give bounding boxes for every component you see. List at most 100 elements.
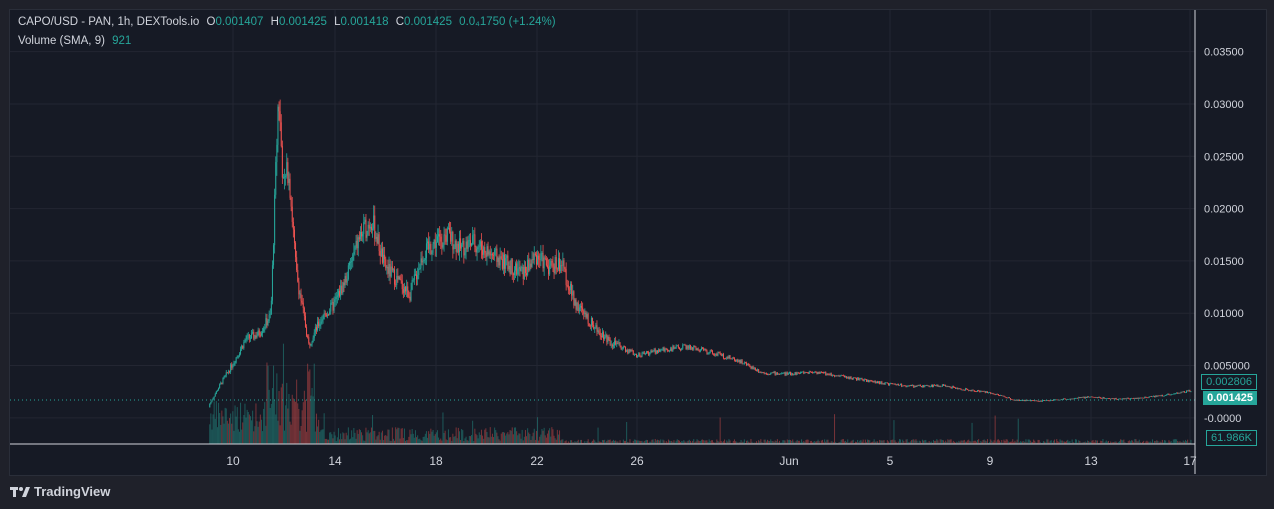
volume-bar [672,441,674,444]
volume-bar [922,439,924,444]
symbol-title[interactable]: CAPO/USD - PAN, 1h, DEXTools.io [18,16,200,28]
candle-body [532,259,534,261]
candle-body [352,254,354,262]
volume-bar [314,431,316,444]
volume-bar [908,442,910,444]
volume-bar [824,439,826,444]
candle-body [808,371,810,374]
candle-body [548,267,550,275]
volume-bar [332,438,334,444]
candle-body [263,328,265,332]
volume-bar [1077,442,1079,444]
volume-bar [659,440,661,444]
candle-body [513,270,515,276]
volume-bar [566,442,568,444]
candle-body [842,375,844,377]
volume-bar [557,434,559,444]
candle-body [402,289,404,293]
volume-bar [1004,440,1006,444]
volume-bar [263,408,265,444]
volume-bar [1085,442,1087,444]
volume-bar [972,441,974,444]
volume-bar [236,407,238,444]
candle-body [231,364,233,368]
candle-body [563,260,565,268]
volume-bar [1099,442,1101,444]
volume-bar [653,441,655,444]
chart-frame[interactable] [9,9,1267,476]
volume-label[interactable]: Volume (SMA, 9) [18,35,105,47]
volume-bar [768,440,770,444]
volume-bar [1052,440,1054,444]
candle-body [234,362,236,364]
x-tick-label: 13 [1084,454,1098,468]
volume-bar [576,440,578,444]
candle-body [501,258,503,269]
volume-bar [476,435,478,444]
volume-bar [1132,440,1134,444]
candle-body [265,318,267,328]
candle-body [996,394,998,395]
volume-bar [385,435,387,444]
volume-bar [420,440,422,444]
candle-body [461,244,463,249]
volume-bar [1090,442,1092,444]
candle-body [737,359,739,363]
candle-body [959,388,961,389]
volume-bar [293,400,295,444]
price-axis[interactable]: 0.035000.030000.025000.020000.015000.010… [1204,47,1250,425]
candle-body [1112,398,1114,400]
candle-body [726,357,728,359]
volume-bar [1065,441,1067,444]
volume-bar [1038,439,1040,444]
candle-body [1114,398,1116,400]
volume-bar [365,427,367,444]
volume-bar [357,433,359,444]
volume-bar [540,434,542,444]
volume-bar [1007,441,1009,444]
volume-bar [1046,439,1048,444]
candle-body [398,276,400,280]
candle-body [462,240,464,245]
candle-body [598,330,600,333]
volume-bar [1153,442,1155,444]
volume-bar [710,440,712,444]
volume-bar [445,439,447,444]
volume-bar [223,423,225,444]
volume-bar [346,435,348,444]
candle-body [537,255,539,265]
volume-bar [535,430,537,444]
candle-body [769,374,771,375]
candle-body [278,106,280,112]
volume-bar [488,437,490,444]
volume-bar [681,441,683,444]
candle-body [524,266,526,274]
volume-bar [425,431,427,444]
candle-body [830,373,832,377]
candle-body [989,392,991,393]
candle-body [221,382,223,384]
volume-bar [856,442,858,444]
candle-body [357,237,359,249]
tradingview-logo[interactable]: TradingView [10,484,110,499]
candle-body [765,373,767,375]
candle-body [237,355,239,357]
candle-body [916,385,918,387]
close-value: 0.001425 [404,16,452,28]
volume-bar [473,440,475,444]
volume-bar [919,441,921,444]
time-axis[interactable]: 10 14 18 22 26 Jun 5 9 13 17 [226,454,1197,468]
volume-bar [793,441,795,444]
candle-body [692,347,694,350]
candle-body [983,391,985,392]
volume-bar [419,438,421,444]
volume-bar [387,429,389,444]
candle-body [717,352,719,356]
volume-bar [652,439,654,444]
volume-bar [733,439,735,444]
candle-body [385,259,387,269]
candle-body [791,373,793,376]
volume-bar [872,441,874,444]
candle-body [330,302,332,312]
